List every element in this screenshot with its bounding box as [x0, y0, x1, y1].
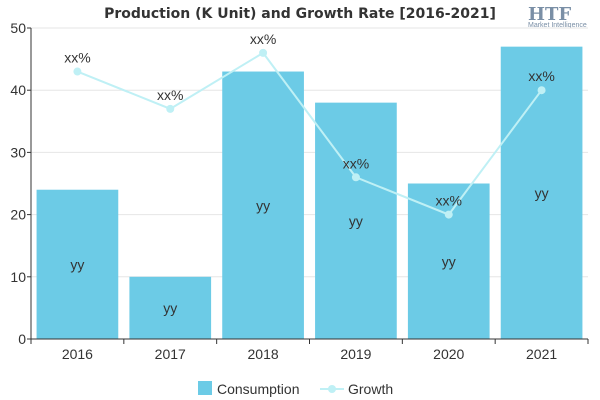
bar-value-label: yy [256, 197, 270, 213]
bar-2020 [407, 183, 490, 339]
htf-logo: HTF Market Intelligence [528, 4, 587, 29]
bar-2016 [36, 189, 119, 339]
bar-value-label: yy [349, 213, 363, 229]
growth-value-label: xx% [250, 31, 276, 47]
growth-point-2020 [444, 210, 453, 219]
y-tick-label: 10 [10, 269, 26, 285]
legend: Consumption Growth [198, 381, 393, 397]
y-tick-label: 40 [10, 82, 26, 98]
y-tick-label: 20 [10, 207, 26, 223]
axes: 0 10 20 30 40 50 2016 2017 2018 2019 2020 2021 [10, 20, 589, 362]
growth-point-2016 [73, 67, 82, 76]
chart-title: Production (K Unit) and Growth Rate [201… [104, 6, 496, 22]
bar-2017 [129, 276, 212, 339]
y-tick-label: 30 [10, 144, 26, 160]
bar-2021 [500, 46, 583, 339]
growth-value-label: xx% [528, 68, 554, 84]
bar-value-label: yy [535, 185, 549, 201]
legend-marker-growth [328, 385, 336, 393]
logo-subtext: Market Intelligence [528, 22, 587, 29]
data-labels: yy yy yy yy yy yy xx% xx% xx% xx% xx% xx% [64, 31, 555, 316]
bars [36, 46, 583, 339]
x-tick-label: 2021 [526, 346, 557, 362]
y-tick-label: 50 [10, 20, 26, 36]
growth-point-2021 [537, 86, 546, 95]
growth-point-2018 [259, 48, 268, 57]
growth-line-group [73, 48, 546, 219]
x-tick-label: 2017 [155, 346, 186, 362]
growth-value-label: xx% [436, 193, 462, 209]
growth-point-2017 [166, 104, 175, 113]
x-tick-label: 2019 [340, 346, 371, 362]
growth-point-2019 [351, 173, 360, 182]
bar-value-label: yy [163, 300, 177, 316]
bar-2018 [222, 71, 304, 339]
legend-label-growth: Growth [348, 381, 393, 397]
x-tick-label: 2018 [248, 346, 279, 362]
x-tick-label: 2020 [433, 346, 464, 362]
bar-value-label: yy [70, 256, 84, 272]
growth-value-label: xx% [64, 50, 90, 66]
bar-value-label: yy [442, 253, 456, 269]
logo-text: HTF [528, 4, 571, 25]
legend-swatch-consumption [198, 381, 212, 395]
growth-value-label: xx% [157, 87, 183, 103]
growth-value-label: xx% [343, 155, 369, 171]
growth-line [77, 51, 543, 216]
y-tick-label: 0 [18, 331, 26, 347]
x-tick-label: 2016 [62, 346, 93, 362]
legend-label-consumption: Consumption [217, 381, 300, 397]
